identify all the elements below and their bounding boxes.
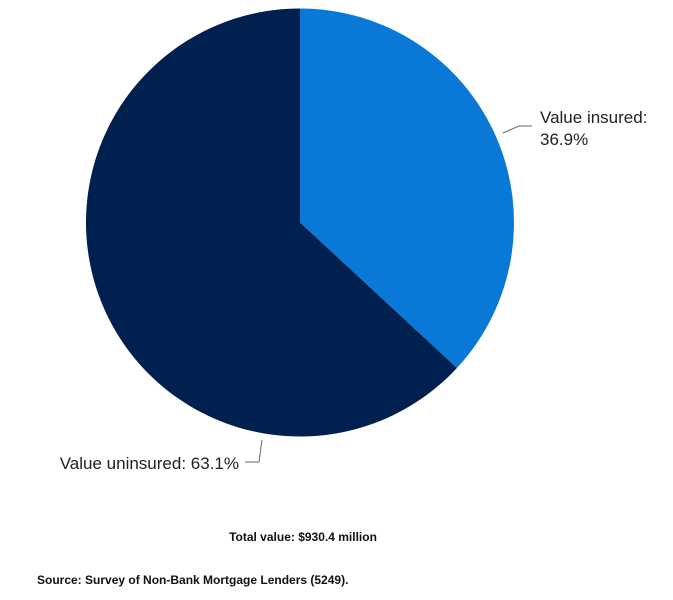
source-note: Source: Survey of Non-Bank Mortgage Lend…	[37, 573, 348, 587]
slice-label: Value uninsured: 63.1%	[60, 454, 239, 473]
slice-value-label: 63.1%	[191, 454, 239, 473]
pie	[85, 8, 514, 437]
pie-slice	[300, 8, 514, 369]
slice-value-label: 36.9%	[540, 130, 588, 149]
pie-slice	[85, 8, 457, 437]
total-note: Total value: $930.4 million	[229, 530, 377, 544]
slice-label: Value insured:	[540, 108, 647, 127]
leader-line	[245, 439, 263, 463]
slice-category: Value uninsured:	[60, 454, 186, 473]
leader-line	[502, 125, 532, 134]
